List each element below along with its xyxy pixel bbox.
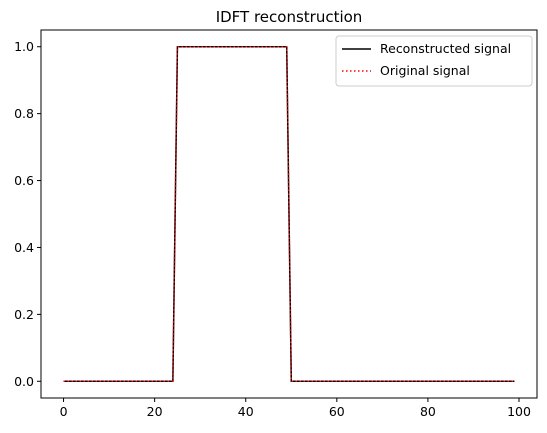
x-tick-label: 40 xyxy=(238,404,254,419)
y-tick-label: 0.2 xyxy=(14,307,34,322)
plot-frame xyxy=(40,29,538,399)
legend: Reconstructed signal Original signal xyxy=(335,35,533,87)
x-axis: 0 20 40 60 80 100 xyxy=(60,398,531,419)
x-tick-label: 20 xyxy=(147,404,163,419)
x-tick-label: 60 xyxy=(329,404,345,419)
y-tick-label: 0.8 xyxy=(14,106,34,121)
x-tick-label: 80 xyxy=(420,404,436,419)
x-tick-label: 100 xyxy=(507,404,531,419)
x-tick-label: 0 xyxy=(60,404,68,419)
legend-box xyxy=(335,35,533,87)
series-line-1 xyxy=(63,45,515,383)
chart-title: IDFT reconstruction xyxy=(216,8,363,26)
series-layer xyxy=(63,45,515,383)
y-tick-label: 1.0 xyxy=(14,39,34,54)
y-tick-label: 0.4 xyxy=(14,240,34,255)
y-axis: 0.0 0.2 0.4 0.6 0.8 1.0 xyxy=(14,39,41,389)
y-tick-label: 0.0 xyxy=(14,374,34,389)
legend-label-reconstructed: Reconstructed signal xyxy=(380,41,511,56)
legend-label-original: Original signal xyxy=(380,63,470,78)
y-tick-label: 0.6 xyxy=(14,173,34,188)
